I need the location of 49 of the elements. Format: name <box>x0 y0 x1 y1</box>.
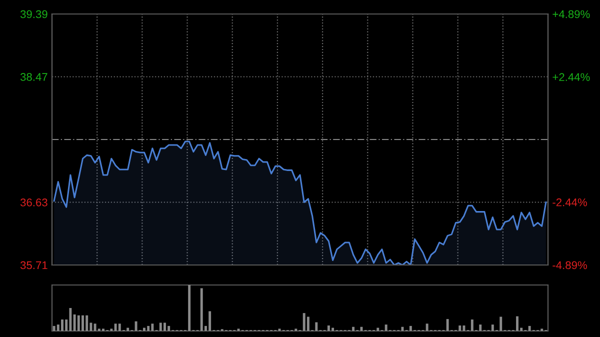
bar <box>164 322 166 331</box>
bar <box>426 324 428 331</box>
bar <box>77 315 80 331</box>
y2-tick-label: +2.44% <box>552 73 590 81</box>
y2-tick-label: -2.44% <box>552 198 587 206</box>
bar <box>200 288 203 331</box>
bar <box>458 325 462 331</box>
y-tick-label: 38.47 <box>20 73 48 81</box>
bar <box>327 325 330 331</box>
bar <box>118 324 121 331</box>
bar <box>384 324 388 331</box>
bar <box>401 326 404 331</box>
bar <box>73 314 76 331</box>
bar <box>376 328 380 331</box>
bar <box>491 324 494 331</box>
bar <box>134 321 138 331</box>
bar <box>500 316 502 331</box>
y-tick-label: 39.39 <box>20 10 48 18</box>
bar <box>528 326 531 331</box>
bar <box>168 326 170 331</box>
bar <box>352 326 355 331</box>
bar <box>462 325 466 331</box>
bar <box>306 316 310 331</box>
bar <box>151 324 154 331</box>
bar <box>446 319 449 331</box>
bar <box>332 328 334 331</box>
bar <box>114 324 117 331</box>
bar <box>409 326 412 331</box>
bar <box>61 320 64 331</box>
bar <box>208 311 212 331</box>
bar <box>479 324 482 331</box>
y2-tick-label: +4.89% <box>552 10 590 18</box>
bar <box>315 322 318 331</box>
bar <box>470 320 474 331</box>
bar <box>159 322 162 331</box>
bar <box>143 328 146 331</box>
bar <box>188 285 191 331</box>
bar <box>94 324 96 331</box>
y2-tick-label: -4.89% <box>552 261 587 270</box>
y-tick-label: 36.63 <box>20 198 48 206</box>
bar <box>302 313 306 331</box>
bar <box>516 316 518 331</box>
bar <box>86 315 88 331</box>
bar <box>82 315 84 331</box>
bar <box>147 326 150 331</box>
bar <box>126 328 130 331</box>
y-tick-label: 35.71 <box>20 261 48 270</box>
bar <box>69 308 72 331</box>
bar <box>52 326 56 331</box>
